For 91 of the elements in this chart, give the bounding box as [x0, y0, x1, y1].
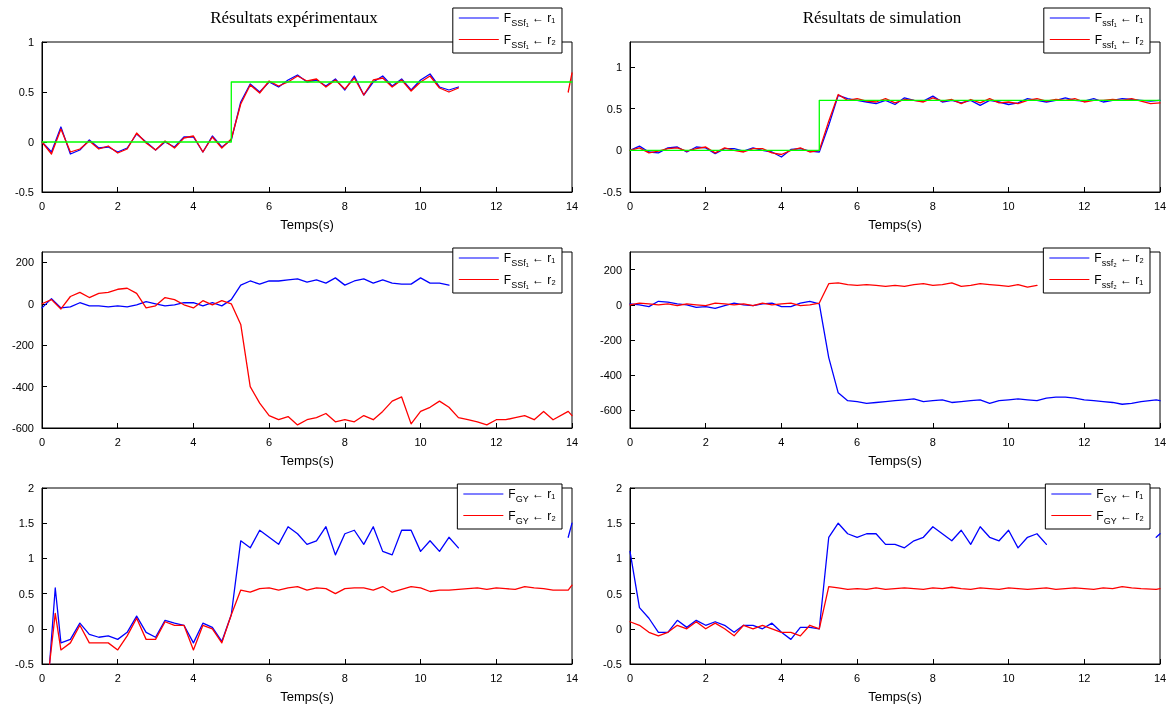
- y-tick-label: 0.5: [606, 102, 622, 115]
- line-series: [629, 300, 1161, 405]
- chart-title: Résultats expérimentaux: [210, 8, 379, 27]
- x-axis-title: Temps(s): [280, 689, 334, 704]
- x-tick-label: 10: [1002, 199, 1015, 212]
- y-tick-label: 0.5: [18, 587, 34, 600]
- y-tick-label: -0.5: [15, 658, 34, 670]
- x-tick-label: 2: [702, 199, 709, 212]
- x-axis-title: Temps(s): [868, 217, 922, 232]
- x-tick-label: 8: [341, 199, 348, 212]
- y-tick-label: -600: [11, 422, 34, 434]
- x-axis-title: Temps(s): [868, 453, 922, 468]
- x-tick-label: 2: [702, 671, 709, 684]
- line-series: [629, 585, 1161, 637]
- y-tick-label: -0.5: [15, 186, 34, 198]
- x-tick-label: 10: [1002, 435, 1015, 448]
- x-tick-label: 2: [114, 435, 121, 448]
- x-tick-label: 10: [414, 435, 427, 448]
- y-tick-label: 0.5: [18, 86, 34, 98]
- line-series: [48, 584, 573, 665]
- y-tick-label: 200: [603, 263, 622, 276]
- x-tick-label: 4: [778, 435, 785, 448]
- x-tick-label: 4: [190, 435, 197, 448]
- y-tick-label: -400: [599, 369, 622, 382]
- x-tick-label: 8: [929, 435, 936, 448]
- x-tick-label: 6: [266, 199, 273, 212]
- x-tick-label: 8: [929, 671, 936, 684]
- x-tick-label: 10: [1002, 671, 1015, 684]
- x-tick-label: 2: [702, 435, 709, 448]
- x-tick-label: 8: [341, 671, 348, 684]
- y-tick-label: 0: [27, 622, 34, 635]
- x-tick-label: 2: [114, 671, 121, 684]
- x-axis-title: Temps(s): [280, 217, 334, 232]
- x-tick-label: 12: [490, 435, 503, 448]
- y-tick-label: 1: [27, 552, 34, 565]
- line-series: [41, 277, 450, 309]
- x-tick-label: 2: [114, 199, 121, 212]
- x-tick-label: 14: [1153, 199, 1167, 212]
- x-tick-label: 6: [266, 671, 273, 684]
- x-tick-label: 0: [38, 671, 46, 684]
- x-tick-label: 8: [929, 199, 936, 212]
- x-tick-label: 0: [38, 435, 46, 448]
- y-tick-label: -0.5: [603, 186, 622, 198]
- x-tick-label: 0: [626, 435, 634, 448]
- y-tick-label: 0: [615, 622, 622, 635]
- y-tick-label: 0.5: [606, 587, 622, 600]
- y-tick-label: -200: [599, 334, 622, 346]
- x-tick-label: 0: [626, 199, 634, 212]
- x-tick-label: 12: [1078, 199, 1091, 212]
- y-tick-label: 1: [27, 36, 34, 48]
- x-axis-title: Temps(s): [280, 453, 334, 468]
- x-tick-label: 6: [266, 435, 273, 448]
- chart-title: Résultats de simulation: [802, 8, 962, 27]
- x-tick-label: 0: [626, 671, 634, 684]
- x-tick-label: 14: [565, 671, 579, 684]
- x-tick-label: 12: [490, 199, 503, 212]
- y-tick-label: 1.5: [606, 517, 622, 530]
- y-tick-label: 1.5: [18, 517, 34, 530]
- x-tick-label: 4: [778, 199, 785, 212]
- y-tick-label: -200: [11, 339, 34, 352]
- y-tick-label: 2: [27, 482, 34, 494]
- x-tick-label: 8: [341, 435, 348, 448]
- y-tick-label: -600: [599, 404, 622, 417]
- x-tick-label: 0: [38, 199, 46, 212]
- y-tick-label: 0: [27, 297, 34, 310]
- y-tick-label: 200: [15, 256, 34, 269]
- x-tick-label: 4: [190, 671, 197, 684]
- x-tick-label: 12: [1078, 671, 1091, 684]
- x-tick-label: 4: [778, 671, 785, 684]
- y-tick-label: -400: [11, 380, 34, 393]
- x-tick-label: 12: [1078, 435, 1091, 448]
- x-tick-label: 10: [414, 199, 427, 212]
- y-tick-label: 2: [615, 482, 622, 494]
- x-tick-label: 14: [1153, 671, 1167, 684]
- y-tick-label: 0: [615, 144, 622, 157]
- x-tick-label: 12: [490, 671, 503, 684]
- x-tick-label: 14: [565, 199, 579, 212]
- y-tick-label: 1: [615, 552, 622, 565]
- y-tick-label: 0: [615, 298, 622, 311]
- x-tick-label: 6: [854, 671, 861, 684]
- line-series: [629, 282, 1038, 307]
- x-tick-label: 10: [414, 671, 427, 684]
- x-axis-title: Temps(s): [868, 689, 922, 704]
- x-tick-label: 14: [1153, 435, 1167, 448]
- x-tick-label: 6: [854, 199, 861, 212]
- x-tick-label: 6: [854, 435, 861, 448]
- x-tick-label: 14: [565, 435, 579, 448]
- y-tick-label: 1: [615, 61, 622, 73]
- y-tick-label: -0.5: [603, 658, 622, 670]
- y-tick-label: 0: [27, 136, 34, 148]
- x-tick-label: 4: [190, 199, 197, 212]
